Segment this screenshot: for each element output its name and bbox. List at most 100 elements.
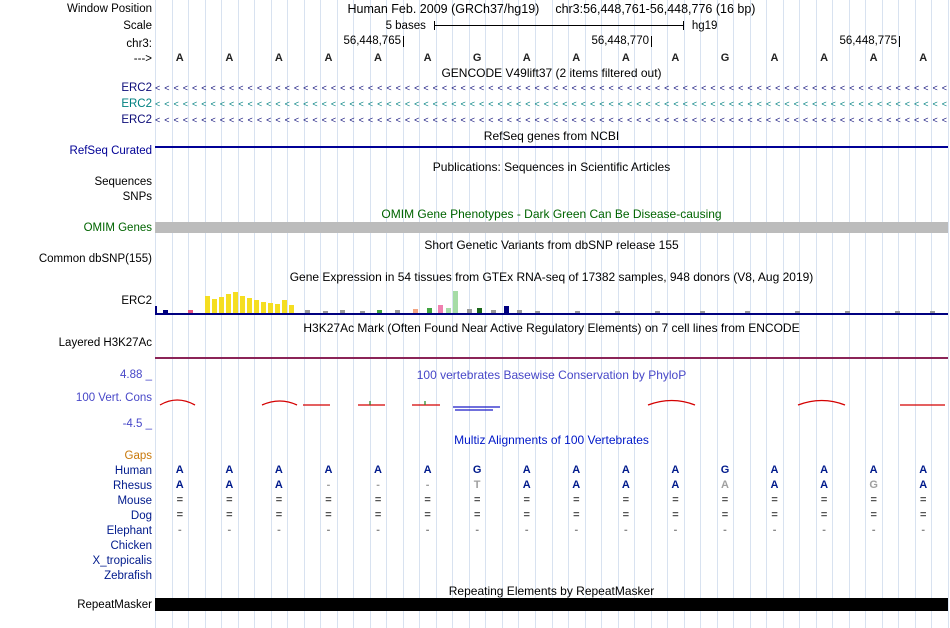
omim-genes-label[interactable]: OMIM Genes: [83, 222, 152, 234]
species-label[interactable]: Dog: [130, 509, 152, 522]
multiz-row: X_tropicalis: [0, 553, 950, 568]
alignment-row-cells: = = = = = = = = = = = = = = = =: [155, 508, 948, 523]
gtex-bar: [240, 296, 245, 313]
transcript-arrows[interactable]: <<<<<<<<<<<<<<<<<<<<<<<<<<<<<<<<<<<<<<<<…: [155, 83, 948, 93]
alignment-base: -: [921, 524, 926, 536]
alignment-base: A: [770, 464, 779, 476]
alignment-base: A: [175, 464, 184, 476]
alignment-base: A: [720, 479, 729, 491]
species-label[interactable]: Chicken: [110, 539, 152, 552]
gtex-bar: [163, 310, 168, 313]
gtex-track-label[interactable]: ERC2: [121, 295, 152, 307]
multiz-row: Elephant - - - - - - - - - - - - - - - -: [0, 523, 950, 538]
alignment-base: =: [820, 494, 828, 506]
alignment-base: =: [424, 509, 431, 521]
multiz-row: Zebrafish: [0, 568, 950, 583]
gencode-item-label[interactable]: ERC2: [121, 114, 152, 126]
gtex-bar: [504, 306, 509, 313]
species-label[interactable]: Zebrafish: [104, 569, 152, 582]
publications-title[interactable]: Publications: Sequences in Scientific Ar…: [432, 160, 671, 174]
alignment-base: -: [227, 524, 232, 536]
alignment-base: G: [720, 464, 730, 476]
species-label[interactable]: X_tropicalis: [92, 554, 152, 567]
alignment-base: -: [624, 524, 628, 536]
alignment-base: =: [672, 509, 679, 521]
refseq-title[interactable]: RefSeq genes from NCBI: [483, 129, 620, 143]
h3k27ac-label[interactable]: Layered H3K27Ac: [58, 337, 152, 349]
alignment-base: A: [572, 479, 581, 491]
alignment-base: -: [326, 524, 331, 536]
transcript-arrows[interactable]: <<<<<<<<<<<<<<<<<<<<<<<<<<<<<<<<<<<<<<<<…: [155, 115, 948, 125]
snps-label[interactable]: SNPs: [122, 191, 152, 203]
repeatmasker-label[interactable]: RepeatMasker: [77, 599, 152, 611]
alignment-base: A: [621, 464, 630, 476]
coordinate-tick: [899, 36, 900, 47]
refseq-curated-label[interactable]: RefSeq Curated: [69, 145, 152, 157]
gtex-bar: [268, 303, 273, 313]
species-label[interactable]: Elephant: [106, 524, 152, 537]
gtex-title[interactable]: Gene Expression in 54 tissues from GTEx …: [289, 270, 814, 284]
gtex-barchart: [155, 285, 948, 313]
base-letter: A: [770, 52, 779, 64]
multiz-title[interactable]: Multiz Alignments of 100 Vertebrates: [454, 433, 649, 447]
gtex-bar: [275, 304, 280, 313]
species-label[interactable]: Human: [114, 464, 152, 477]
position-line: Human Feb. 2009 (GRCh37/hg19) chr3:56,44…: [155, 2, 948, 17]
dbsnp-title[interactable]: Short Genetic Variants from dbSNP releas…: [424, 238, 679, 252]
alignment-base: A: [274, 464, 283, 476]
alignment-base: =: [523, 494, 530, 506]
base-letter: A: [225, 52, 234, 64]
alignment-base: =: [176, 509, 183, 521]
species-label[interactable]: Gaps: [124, 449, 153, 462]
alignment-base: -: [475, 524, 479, 536]
gencode-item-label[interactable]: ERC2: [121, 98, 152, 110]
alignment-base: G: [869, 479, 878, 491]
gencode-title[interactable]: GENCODE V49lift37 (2 items filtered out): [441, 66, 662, 80]
alignment-base: =: [721, 494, 729, 506]
omim-gene-bar[interactable]: [155, 222, 948, 233]
gtex-bar: [491, 310, 496, 313]
gtex-bar: [895, 311, 900, 313]
alignment-base: A: [621, 479, 630, 491]
alignment-base: A: [522, 464, 531, 476]
scale-row: 5 bases hg19: [155, 18, 948, 33]
alignment-base: =: [771, 509, 778, 521]
repeatmasker-bar[interactable]: [155, 598, 948, 611]
gtex-bar: [261, 302, 266, 313]
species-label[interactable]: Rhesus: [113, 479, 152, 492]
alignment-base: A: [572, 464, 581, 476]
base-letter: A: [919, 52, 928, 64]
alignment-base: -: [673, 524, 678, 536]
phylop-title[interactable]: 100 vertebrates Basewise Conservation by…: [416, 368, 687, 382]
transcript-arrows[interactable]: <<<<<<<<<<<<<<<<<<<<<<<<<<<<<<<<<<<<<<<<…: [155, 99, 948, 109]
sequences-label[interactable]: Sequences: [94, 176, 152, 188]
alignment-base: -: [376, 524, 380, 536]
alignment-base: =: [226, 509, 233, 521]
repeatmasker-title[interactable]: Repeating Elements by RepeatMasker: [448, 584, 655, 598]
refseq-gene-line[interactable]: [155, 146, 948, 148]
alignment-base: A: [274, 479, 283, 491]
omim-title[interactable]: OMIM Gene Phenotypes - Dark Green Can Be…: [381, 207, 722, 221]
h3k27ac-title[interactable]: H3K27Ac Mark (Often Found Near Active Re…: [303, 321, 800, 335]
phylop-track-label[interactable]: 100 Vert. Cons: [75, 392, 152, 404]
alignment-base: =: [374, 509, 382, 521]
alignment-base: =: [622, 509, 630, 521]
genome-label: hg19: [691, 19, 718, 32]
species-label[interactable]: Mouse: [117, 494, 152, 507]
alignment-base: A: [423, 464, 432, 476]
alignment-base: =: [672, 494, 679, 506]
alignment-base: -: [574, 524, 579, 536]
alignment-base: =: [622, 494, 630, 506]
alignment-base: A: [770, 479, 779, 491]
multiz-row: Mouse = = = = = = = = = = = = = = = =: [0, 493, 950, 508]
gtex-bar: [535, 311, 540, 313]
coordinate-label: 56,448,775: [839, 35, 897, 47]
alignment-base: =: [275, 509, 283, 521]
gtex-bar: [517, 310, 522, 313]
alignment-base: =: [325, 494, 332, 506]
alignment-base: =: [820, 509, 828, 521]
alignment-base: =: [771, 494, 778, 506]
gencode-item-label[interactable]: ERC2: [121, 82, 152, 94]
dbsnp-label[interactable]: Common dbSNP(155): [38, 253, 152, 265]
